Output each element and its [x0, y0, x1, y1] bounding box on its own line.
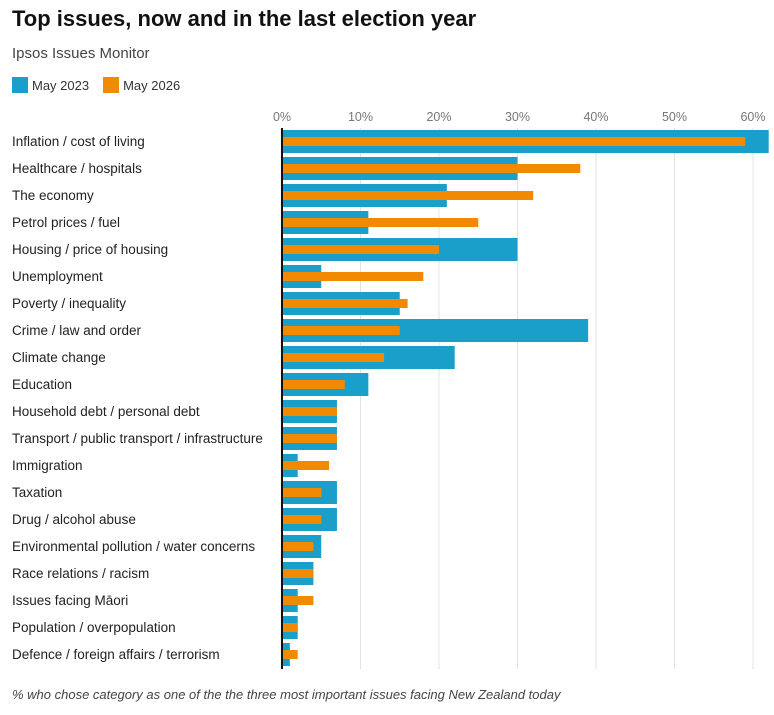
category-label-7: Crime / law and order [12, 323, 142, 338]
bar-may2026-1 [282, 164, 581, 173]
legend-label-may-2023: May 2023 [32, 77, 90, 93]
bar-may2026-19 [282, 650, 298, 659]
category-label-9: Education [12, 377, 72, 392]
bar-may2026-11 [282, 434, 337, 443]
category-label-8: Climate change [12, 350, 106, 365]
category-label-4: Housing / price of housing [12, 242, 168, 257]
bar-may2026-18 [282, 623, 298, 632]
bar-chart: 0% 10% 20% 30% 40% 50% 60% Inflation / cost of … [12, 110, 769, 669]
legend: May 2023 May 2026 [12, 77, 194, 93]
bar-may2026-3 [282, 218, 479, 227]
footnote: % who chose category as one of the the t… [12, 687, 561, 702]
category-label-3: Petrol prices / fuel [12, 215, 120, 230]
category-label-1: Healthcare / hospitals [12, 161, 142, 176]
bar-may2026-15 [282, 542, 314, 551]
x-tick-label-50: 50% [662, 110, 687, 124]
bar-may2026-4 [282, 245, 439, 254]
bar-may2026-16 [282, 569, 314, 578]
bar-may2026-8 [282, 353, 385, 362]
legend-label-may-2026: May 2026 [123, 77, 181, 93]
bar-may2026-7 [282, 326, 400, 335]
category-label-18: Population / overpopulation [12, 620, 176, 635]
category-label-6: Poverty / inequality [12, 296, 126, 311]
bar-may2026-5 [282, 272, 424, 281]
category-label-14: Drug / alcohol abuse [12, 512, 136, 527]
category-label-15: Environmental pollution / water concerns [12, 539, 255, 554]
bar-may2026-6 [282, 299, 408, 308]
legend-item-may-2026[interactable]: May 2026 [103, 77, 180, 93]
category-label-17: Issues facing Māori [12, 593, 128, 608]
bar-may2026-0 [282, 137, 746, 146]
legend-swatch-may-2023 [12, 77, 28, 93]
category-label-5: Unemployment [12, 269, 103, 284]
bar-may2026-10 [282, 407, 337, 416]
bar-may2026-13 [282, 488, 322, 497]
category-label-13: Taxation [12, 485, 62, 500]
category-label-0: Inflation / cost of living [12, 134, 145, 149]
legend-swatch-may-2026 [103, 77, 120, 93]
x-tick-label-0: 0% [273, 110, 291, 124]
x-tick-label-20: 20% [426, 110, 451, 124]
category-label-16: Race relations / racism [12, 566, 149, 581]
bar-may2026-2 [282, 191, 534, 200]
bar-may2026-9 [282, 380, 345, 389]
bar-may2026-14 [282, 515, 322, 524]
category-label-2: The economy [12, 188, 94, 203]
bar-may2023-7 [282, 319, 589, 342]
chart-subtitle: Ipsos Issues Monitor [12, 45, 150, 62]
legend-item-may-2023[interactable]: May 2023 [12, 77, 89, 93]
chart-title: Top issues, now and in the last election… [12, 6, 477, 31]
category-label-10: Household debt / personal debt [12, 404, 200, 419]
category-label-19: Defence / foreign affairs / terrorism [12, 647, 220, 662]
x-tick-label-10: 10% [348, 110, 373, 124]
x-tick-label-40: 40% [583, 110, 608, 124]
category-label-11: Transport / public transport / infrastru… [12, 431, 263, 446]
bar-may2026-17 [282, 596, 314, 605]
x-tick-label-60: 60% [740, 110, 765, 124]
x-tick-label-30: 30% [505, 110, 530, 124]
bar-may2026-12 [282, 461, 330, 470]
category-label-12: Immigration [12, 458, 83, 473]
